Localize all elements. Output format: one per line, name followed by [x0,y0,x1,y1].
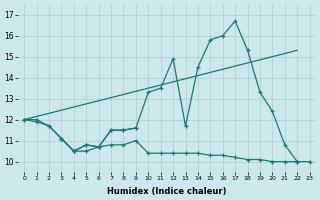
X-axis label: Humidex (Indice chaleur): Humidex (Indice chaleur) [107,187,227,196]
